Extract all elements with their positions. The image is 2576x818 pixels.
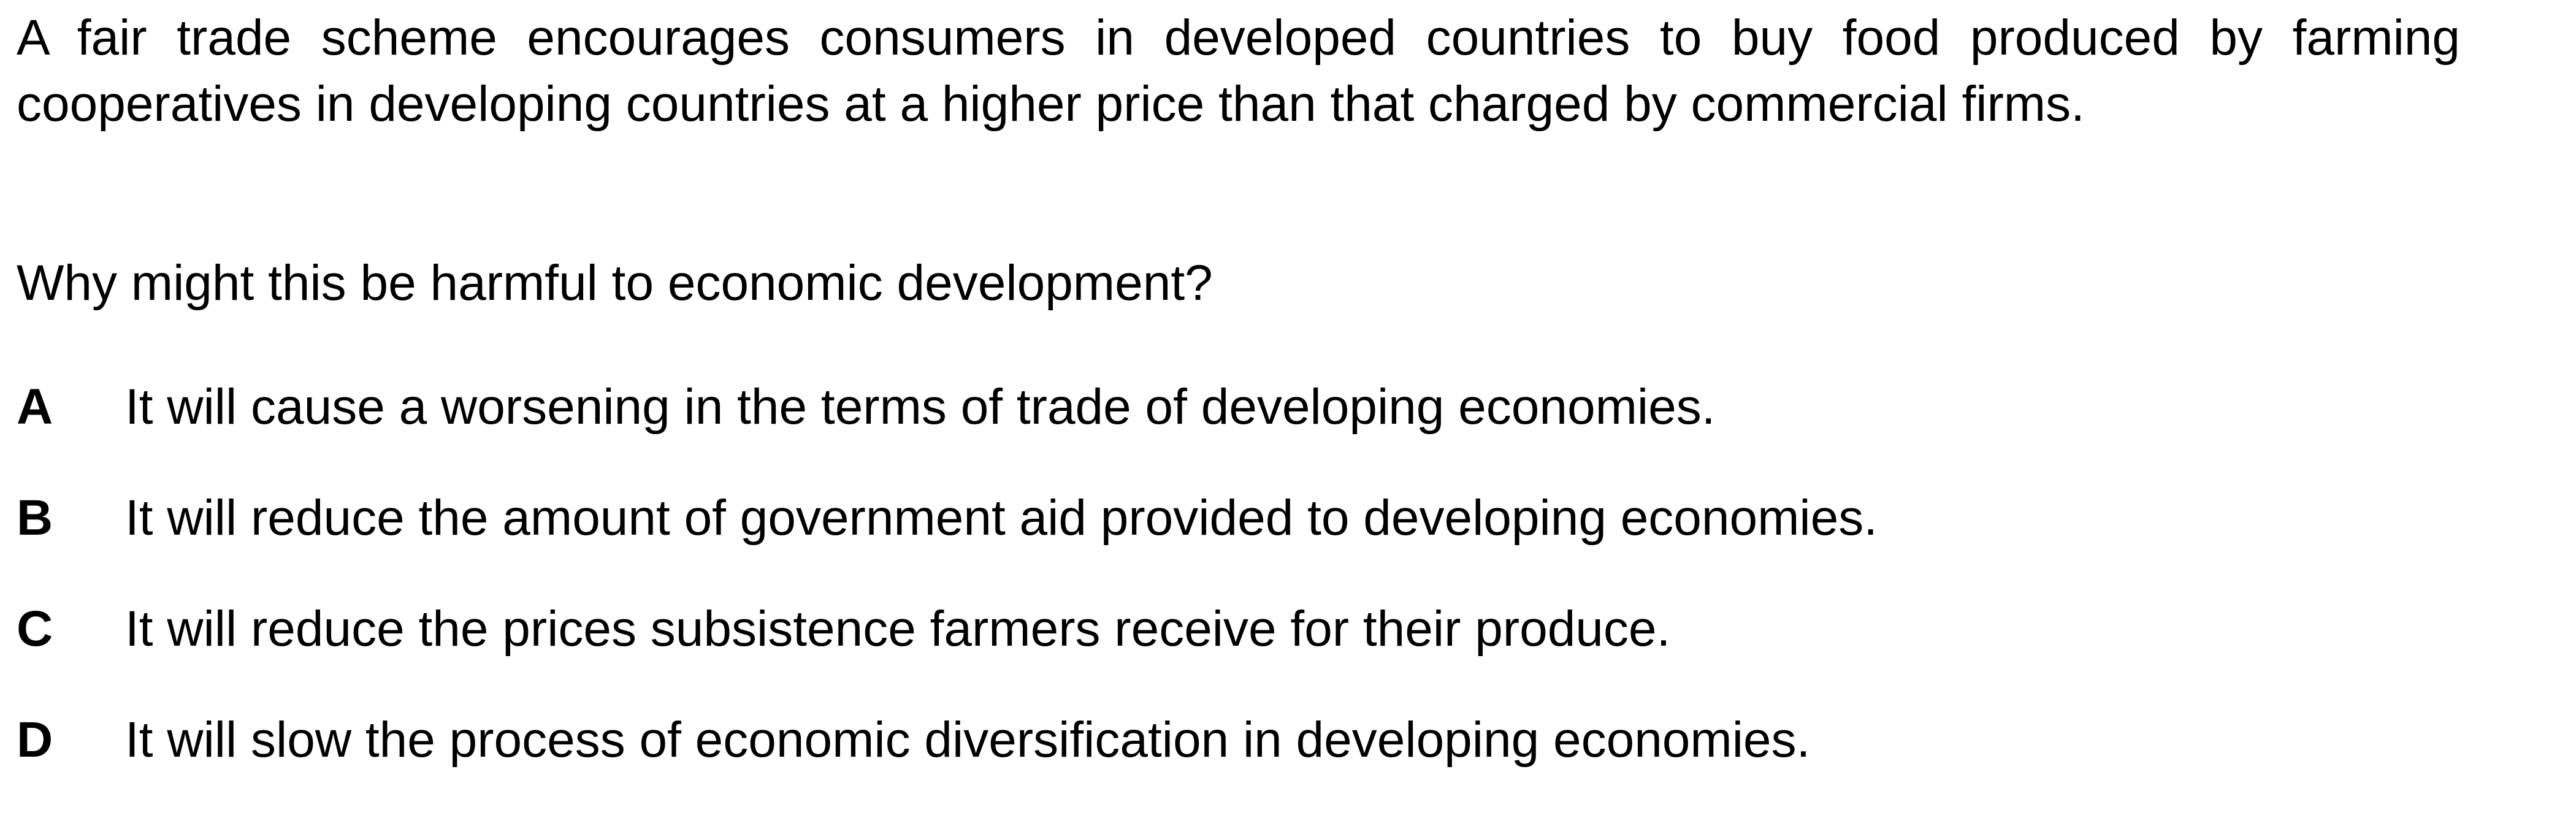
question-prompt: Why might this be harmful to economic de… bbox=[17, 255, 1213, 311]
option-letter: D bbox=[17, 712, 53, 768]
option-text: It will slow the process of economic div… bbox=[125, 712, 1811, 768]
option-text: It will reduce the amount of government … bbox=[125, 490, 1878, 546]
option-letter: C bbox=[17, 601, 53, 657]
option-text: It will cause a worsening in the terms o… bbox=[125, 379, 1716, 435]
option-text: It will reduce the prices subsistence fa… bbox=[125, 601, 1671, 657]
question-stem: A fair trade scheme encourages consumers… bbox=[17, 10, 2460, 132]
option-letter: A bbox=[17, 379, 53, 435]
option-letter: B bbox=[17, 490, 53, 546]
